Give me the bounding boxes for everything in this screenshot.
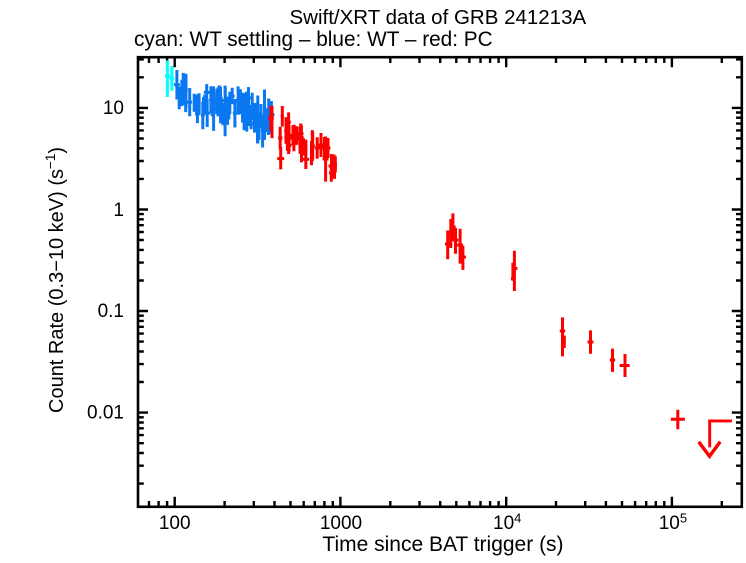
svg-text:cyan: WT settling – blue: WT –: cyan: WT settling – blue: WT – red: PC	[134, 28, 493, 51]
svg-text:Swift/XRT data of GRB 241213A: Swift/XRT data of GRB 241213A	[290, 6, 587, 29]
svg-text:0.1: 0.1	[98, 301, 124, 322]
svg-text:Count Rate (0.3−10 keV) (s−1): Count Rate (0.3−10 keV) (s−1)	[43, 147, 68, 413]
svg-text:100: 100	[159, 513, 191, 534]
svg-text:1000: 1000	[320, 513, 362, 534]
svg-text:0.01: 0.01	[87, 403, 124, 424]
svg-text:Time since BAT trigger (s): Time since BAT trigger (s)	[322, 533, 563, 556]
svg-text:10: 10	[103, 98, 124, 119]
svg-text:1: 1	[113, 200, 124, 221]
